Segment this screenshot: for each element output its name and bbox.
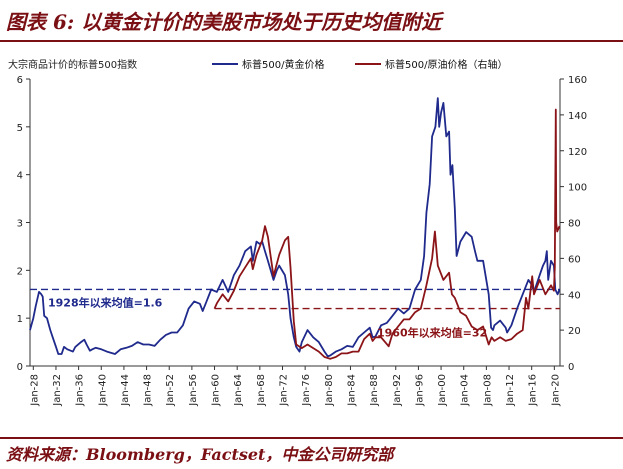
x-tick-label: Jan-60 (211, 374, 222, 407)
x-tick-label: Jan-48 (143, 374, 154, 407)
title-rule (0, 40, 623, 42)
x-tick-label: Jan-32 (52, 374, 63, 407)
y-left-tick-label: 4 (17, 171, 23, 182)
reference-label-1: 1928年以来均值=1.6 (48, 295, 163, 309)
reference-label-2: 1960年以来均值=32 (377, 326, 487, 340)
x-tick-label: Jan-44 (120, 374, 131, 407)
series-line-2 (213, 108, 561, 360)
y-right-tick-label: 140 (568, 111, 587, 122)
x-tick-label: Jan-80 (324, 374, 335, 407)
x-tick-label: Jan-56 (188, 374, 199, 407)
x-tick-label: Jan-36 (75, 374, 86, 407)
y-left-tick-label: 6 (17, 75, 23, 86)
x-tick-label: Jan-76 (301, 374, 312, 407)
y-right-tick-label: 0 (568, 362, 574, 373)
reference-lines (30, 288, 560, 310)
x-tick-label: Jan-92 (392, 374, 403, 407)
y-right-tick-label: 160 (568, 75, 587, 86)
x-tick-label: Jan-04 (460, 374, 471, 407)
chart-legend: 标普500/黄金价格 标普500/原油价格（右轴） (212, 58, 507, 71)
x-tick-label: Jan-96 (414, 374, 425, 407)
source-rule (0, 437, 623, 439)
x-tick-label: Jan-12 (505, 374, 516, 407)
y-right-tick-label: 120 (568, 147, 587, 158)
x-tick-label: Jan-40 (97, 374, 108, 407)
figure-title: 图表 6: 以黄金计价的美股市场处于历史均值附近 (6, 10, 442, 34)
y-left-tick-label: 0 (17, 362, 23, 373)
x-tick-label: Jan-08 (482, 374, 493, 407)
y-left-tick-label: 5 (17, 123, 23, 134)
x-tick-label: Jan-28 (29, 374, 40, 407)
x-tick-label: Jan-84 (346, 374, 357, 407)
x-tick-label: Jan-68 (256, 374, 267, 407)
x-tick-label: Jan-20 (550, 374, 561, 407)
series-line-1 (29, 97, 561, 358)
y-right-tick-label: 60 (568, 254, 581, 265)
x-tick-label: Jan-52 (165, 374, 176, 407)
x-tick-label: Jan-64 (233, 374, 244, 407)
y-left-tick-label: 2 (17, 266, 23, 277)
series-lines (29, 97, 561, 360)
chart-subtitle: 大宗商品计价的标普500指数 (8, 58, 137, 71)
x-tick-label: Jan-16 (528, 374, 539, 407)
x-tick-label: Jan-88 (369, 374, 380, 407)
y-left-tick-label: 1 (17, 314, 23, 325)
y-right-tick-label: 80 (568, 219, 581, 230)
legend-label-2: 标普500/原油价格（右轴） (385, 58, 507, 71)
annotations: 1928年以来均值=1.6 1960年以来均值=32 (48, 295, 487, 339)
y-left-tick-label: 3 (17, 219, 23, 230)
x-tick-label: Jan-00 (437, 374, 448, 407)
source-note: 资料来源：Bloomberg，Factset，中金公司研究部 (6, 445, 394, 464)
y-right-tick-label: 100 (568, 183, 587, 194)
y-right-tick-label: 40 (568, 290, 581, 301)
legend-label-1: 标普500/黄金价格 (242, 58, 324, 71)
x-tick-label: Jan-72 (278, 374, 289, 407)
y-right-tick-label: 20 (568, 326, 581, 337)
